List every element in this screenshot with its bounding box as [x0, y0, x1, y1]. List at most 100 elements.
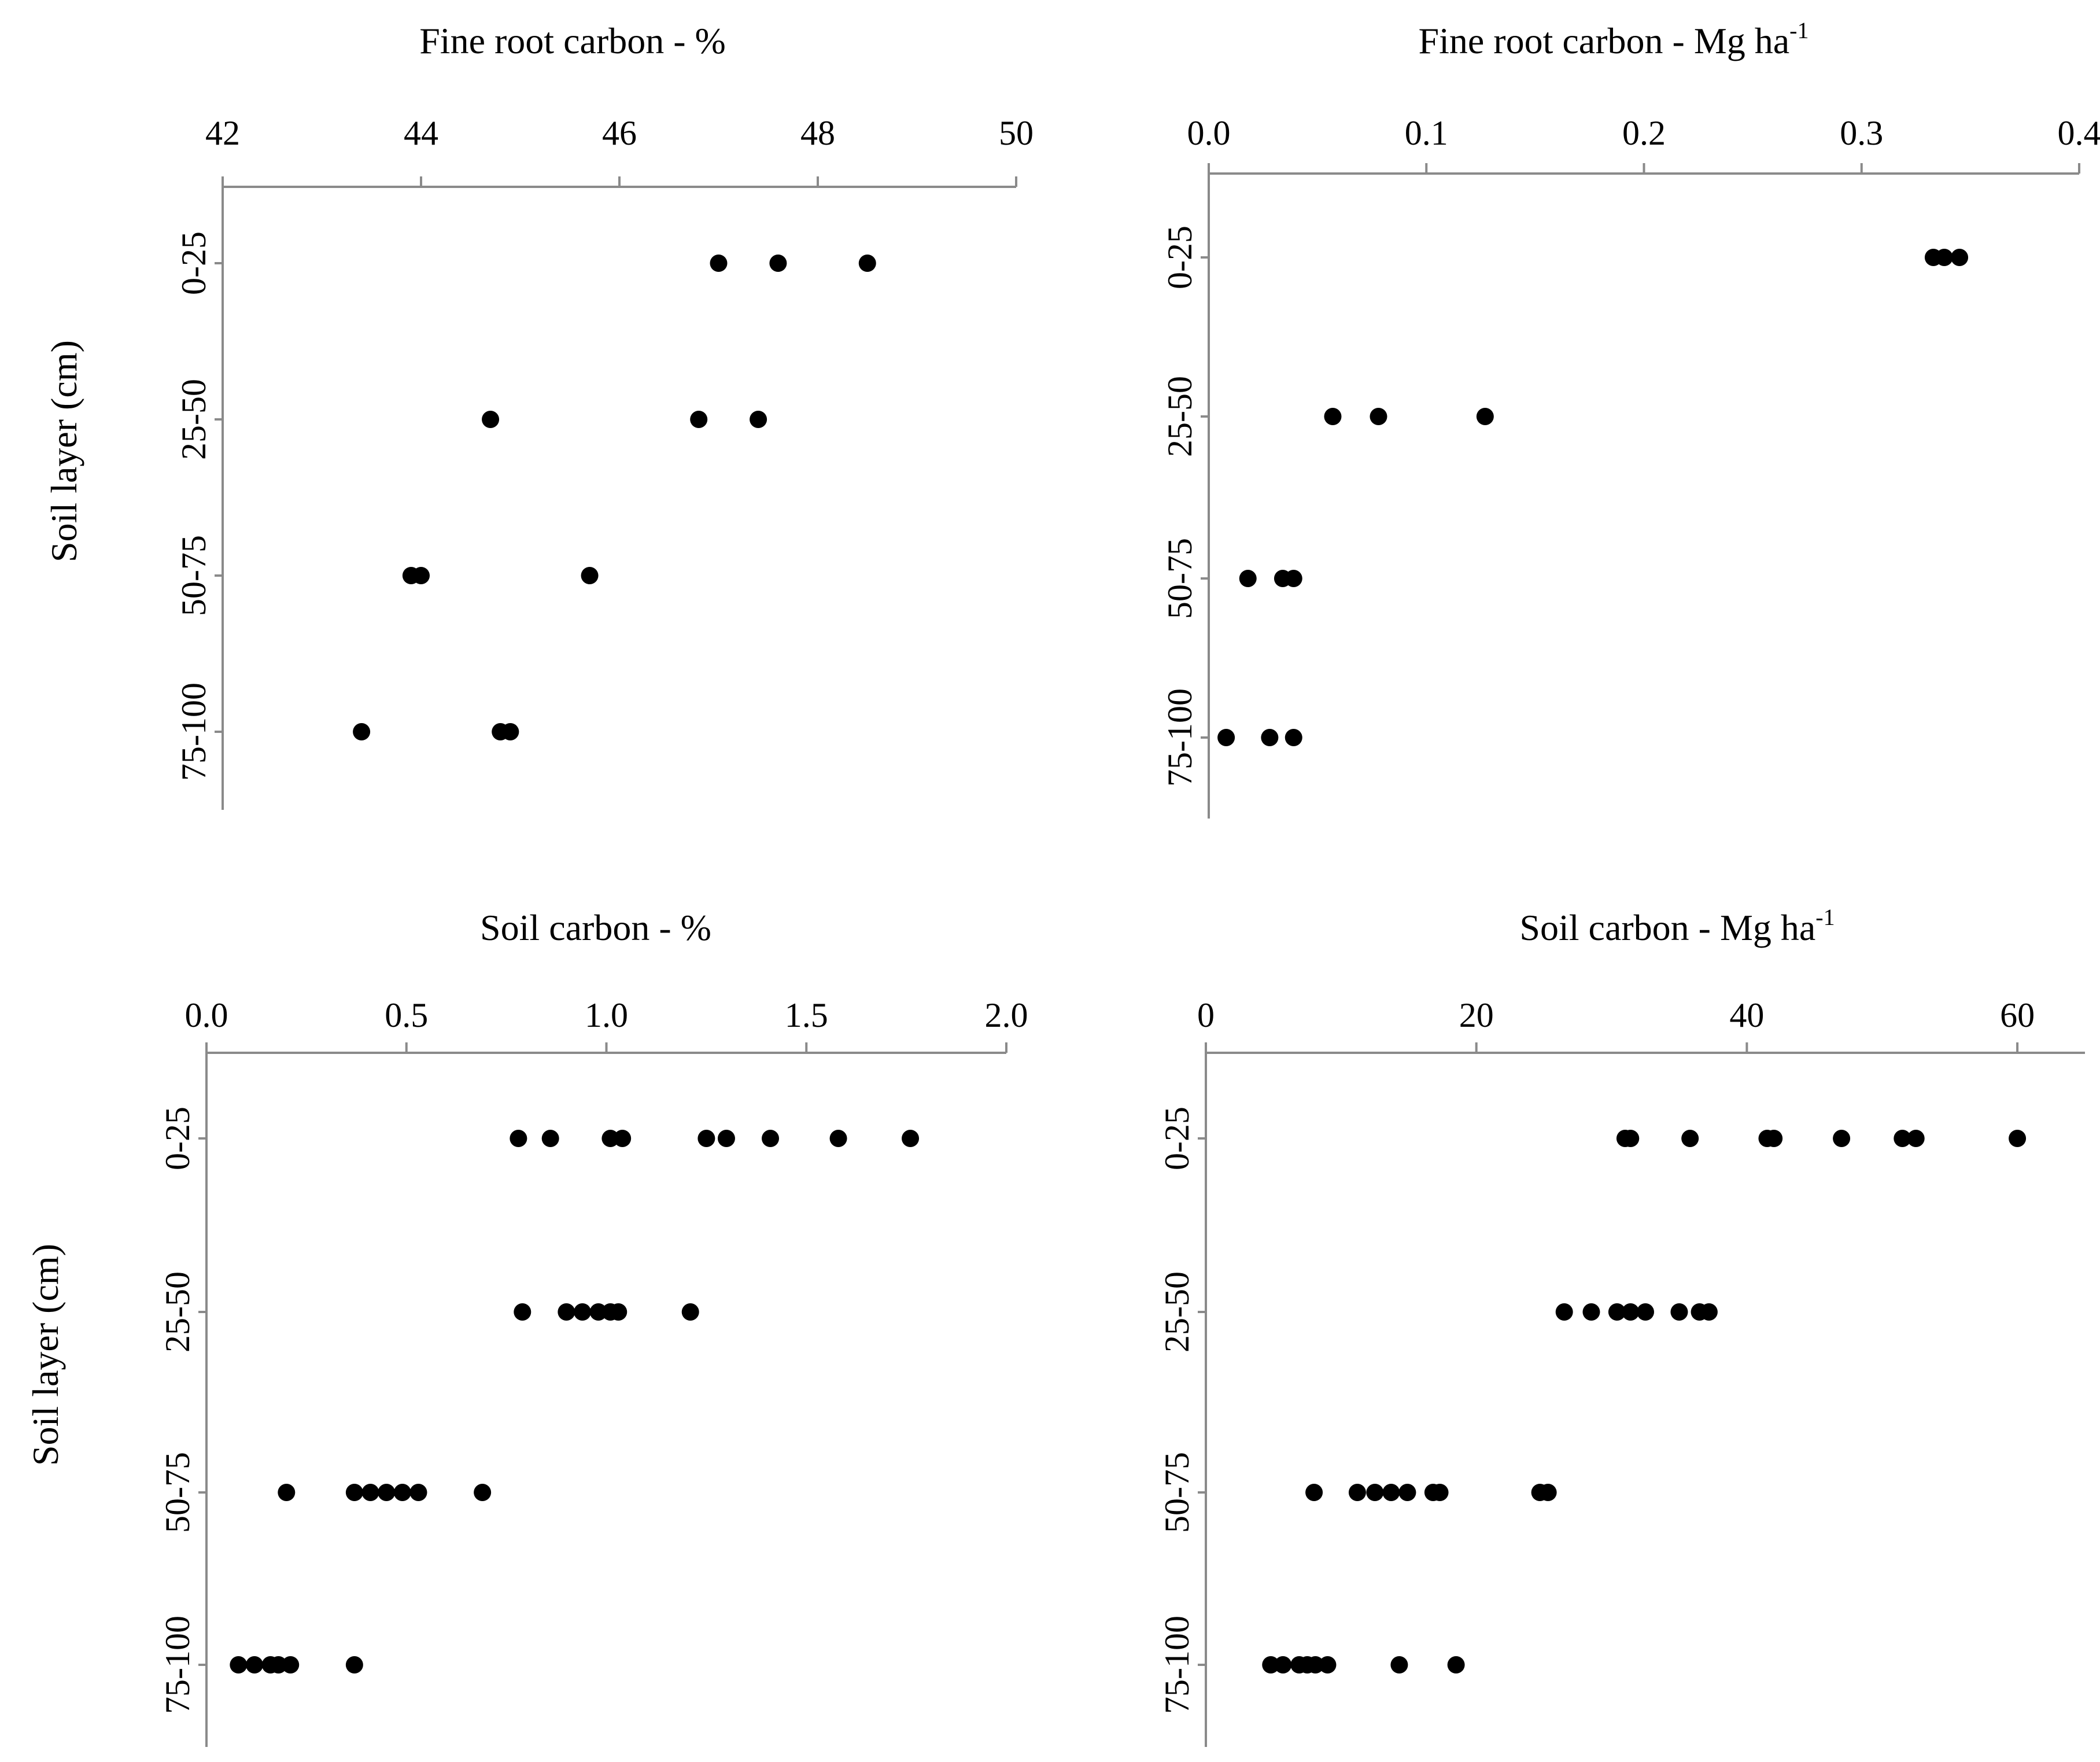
data-point [902, 1130, 920, 1147]
data-point [1539, 1484, 1557, 1501]
data-point [1555, 1303, 1573, 1321]
panel-fine-root-carbon-mg-ha: Fine root carbon - Mg ha-1 0.0 0.1 0.2 0.3 0… [1161, 17, 2100, 819]
data-points [1217, 249, 1969, 746]
data-point [1935, 249, 1953, 266]
y-category-label: 0-25 [158, 1107, 197, 1170]
data-point [409, 1484, 427, 1501]
data-point [2009, 1130, 2027, 1147]
data-points [1262, 1130, 2027, 1673]
data-point [581, 567, 599, 584]
x-tick-label: 48 [800, 114, 835, 152]
x-tick-label: 40 [1729, 996, 1764, 1034]
data-point [1306, 1656, 1324, 1673]
x-tick-label: 1.5 [785, 996, 828, 1034]
x-tick-label: 60 [2000, 996, 2035, 1034]
data-point [1366, 1484, 1384, 1501]
data-point [1390, 1656, 1408, 1673]
x-tick-label: 0.1 [1405, 114, 1448, 152]
data-point [1447, 1656, 1465, 1673]
data-point [474, 1484, 492, 1501]
y-category-label: 25-50 [1158, 1271, 1196, 1352]
data-point [501, 723, 519, 740]
x-tick-label: 42 [205, 114, 240, 152]
data-point [378, 1484, 396, 1501]
panel-title: Fine root carbon - % [419, 20, 726, 61]
data-point [589, 1303, 607, 1321]
data-point [574, 1303, 592, 1321]
y-category-label: 50-75 [1158, 1452, 1196, 1533]
axis-lines [205, 1052, 1006, 1747]
data-point [1833, 1130, 1851, 1147]
y-category-label: 0-25 [1161, 226, 1199, 289]
data-point [514, 1303, 532, 1321]
data-point [710, 255, 728, 272]
data-points [230, 1130, 920, 1673]
x-tick-label: 0.4 [2058, 114, 2100, 152]
data-point [1670, 1303, 1688, 1321]
x-tick-label: 0.0 [185, 996, 228, 1034]
data-point [482, 411, 500, 428]
axis-lines [1205, 1052, 2085, 1747]
y-axis-categories: 0-25 25-50 50-75 75-100 [175, 231, 223, 781]
x-axis-ticks: 42 44 46 48 50 [205, 114, 1034, 187]
data-point [345, 1656, 363, 1673]
x-tick-label: 20 [1459, 996, 1494, 1034]
data-point [769, 255, 787, 272]
data-point [1622, 1303, 1640, 1321]
panel-soil-carbon-percent: Soil carbon - % Soil layer (cm) 0.0 0.5 1.… [25, 907, 1028, 1747]
x-tick-label: 50 [999, 114, 1034, 152]
y-category-label: 25-50 [1161, 376, 1199, 457]
data-point [245, 1656, 263, 1673]
x-tick-label: 44 [404, 114, 438, 152]
panel-title-main: Fine root carbon - Mg ha [1419, 20, 1790, 61]
y-axis-categories: 0-25 25-50 50-75 75-100 [158, 1107, 206, 1714]
data-point [1622, 1130, 1640, 1147]
data-point [1608, 1303, 1626, 1321]
data-point [353, 723, 371, 740]
data-point [601, 1130, 619, 1147]
y-category-label: 75-100 [175, 683, 213, 781]
data-point [697, 1130, 715, 1147]
panel-title-superscript: -1 [1815, 904, 1835, 930]
data-point [1274, 1656, 1292, 1673]
y-axis-label: Soil layer (cm) [43, 340, 84, 562]
data-point [1324, 408, 1342, 425]
panel-soil-carbon-mg-ha: Soil carbon - Mg ha-1 0 20 40 60 0-25 25-50 5… [1158, 904, 2085, 1747]
panel-fine-root-carbon-percent: Fine root carbon - % Soil layer (cm) 42 4… [43, 20, 1034, 810]
x-tick-label: 0 [1197, 996, 1215, 1034]
y-category-label: 25-50 [175, 379, 213, 460]
data-point [1382, 1484, 1400, 1501]
data-point [750, 411, 767, 428]
y-category-label: 0-25 [1158, 1107, 1196, 1170]
data-point [1765, 1130, 1783, 1147]
panel-title: Soil carbon - % [480, 907, 711, 948]
data-point [858, 255, 876, 272]
data-point [717, 1130, 735, 1147]
x-axis-ticks: 0.0 0.1 0.2 0.3 0.4 [1187, 114, 2100, 174]
data-point [1894, 1130, 1911, 1147]
x-tick-label: 0.2 [1622, 114, 1666, 152]
axis-lines [1208, 172, 2079, 819]
data-point [610, 1303, 628, 1321]
y-axis-categories: 0-25 25-50 50-75 75-100 [1161, 226, 1209, 787]
data-point [1262, 1656, 1280, 1673]
data-point [1476, 408, 1494, 425]
data-point [1637, 1303, 1654, 1321]
x-tick-label: 0.5 [385, 996, 428, 1034]
data-point [1700, 1303, 1718, 1321]
x-tick-label: 2.0 [985, 996, 1028, 1034]
panel-title: Soil carbon - Mg ha-1 [1519, 904, 1835, 948]
data-point [361, 1484, 379, 1501]
data-point [762, 1130, 780, 1147]
axis-lines [222, 186, 1016, 810]
data-point [541, 1130, 559, 1147]
y-axis-categories: 0-25 25-50 50-75 75-100 [1158, 1107, 1206, 1714]
y-category-label: 75-100 [1158, 1616, 1196, 1714]
y-category-label: 50-75 [175, 535, 213, 616]
panel-title: Fine root carbon - Mg ha-1 [1419, 17, 1809, 61]
data-point [1261, 729, 1279, 746]
data-point [1907, 1130, 1925, 1147]
data-point [1319, 1656, 1337, 1673]
data-point [1217, 729, 1235, 746]
data-point [614, 1130, 632, 1147]
